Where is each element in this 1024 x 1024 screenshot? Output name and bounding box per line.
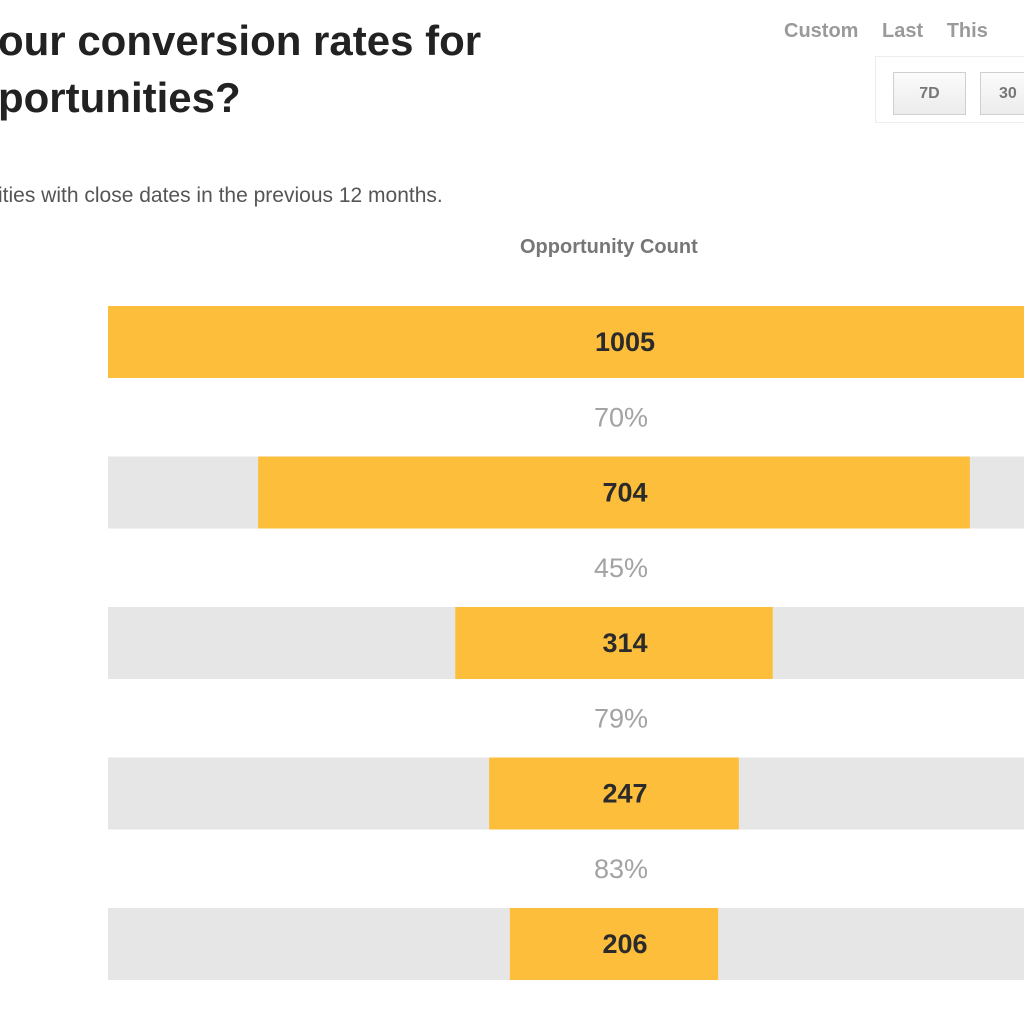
conversion-rate-label-4: 83% xyxy=(594,854,648,884)
page-title-line-1: our conversion rates for xyxy=(0,17,482,64)
conversion-rate-label-1: 70% xyxy=(594,402,648,432)
page-subtitle: ities with close dates in the previous 1… xyxy=(0,184,443,207)
funnel-value-label-4: 247 xyxy=(602,779,647,809)
tab-last[interactable]: Last xyxy=(882,20,924,42)
funnel-bar-2 xyxy=(258,456,970,529)
funnel-bar-5 xyxy=(509,908,719,980)
page-title: our conversion rates for portunities? xyxy=(0,12,481,126)
chart-title: Opportunity Count xyxy=(520,236,698,258)
range-30d-button[interactable]: 30 xyxy=(980,72,1024,115)
funnel-bar-4 xyxy=(489,757,739,830)
funnel-value-label-5: 206 xyxy=(602,929,647,959)
funnel-bar-1 xyxy=(108,306,1024,378)
funnel-value-label-2: 704 xyxy=(602,478,647,508)
date-range-panel: 7D 30 xyxy=(875,56,1024,123)
page-title-line-2: portunities? xyxy=(0,74,241,121)
funnel-value-label-1: 1005 xyxy=(595,327,655,357)
funnel-value-label-3: 314 xyxy=(602,628,647,658)
conversion-rate-label-3: 79% xyxy=(594,703,648,733)
funnel-bar-3 xyxy=(455,607,773,679)
range-7d-button[interactable]: 7D xyxy=(893,72,966,115)
date-range-tabs: Custom Last This xyxy=(784,20,1006,43)
tab-custom[interactable]: Custom xyxy=(784,20,859,42)
tab-this[interactable]: This xyxy=(946,20,988,42)
conversion-rate-label-2: 45% xyxy=(594,553,648,583)
